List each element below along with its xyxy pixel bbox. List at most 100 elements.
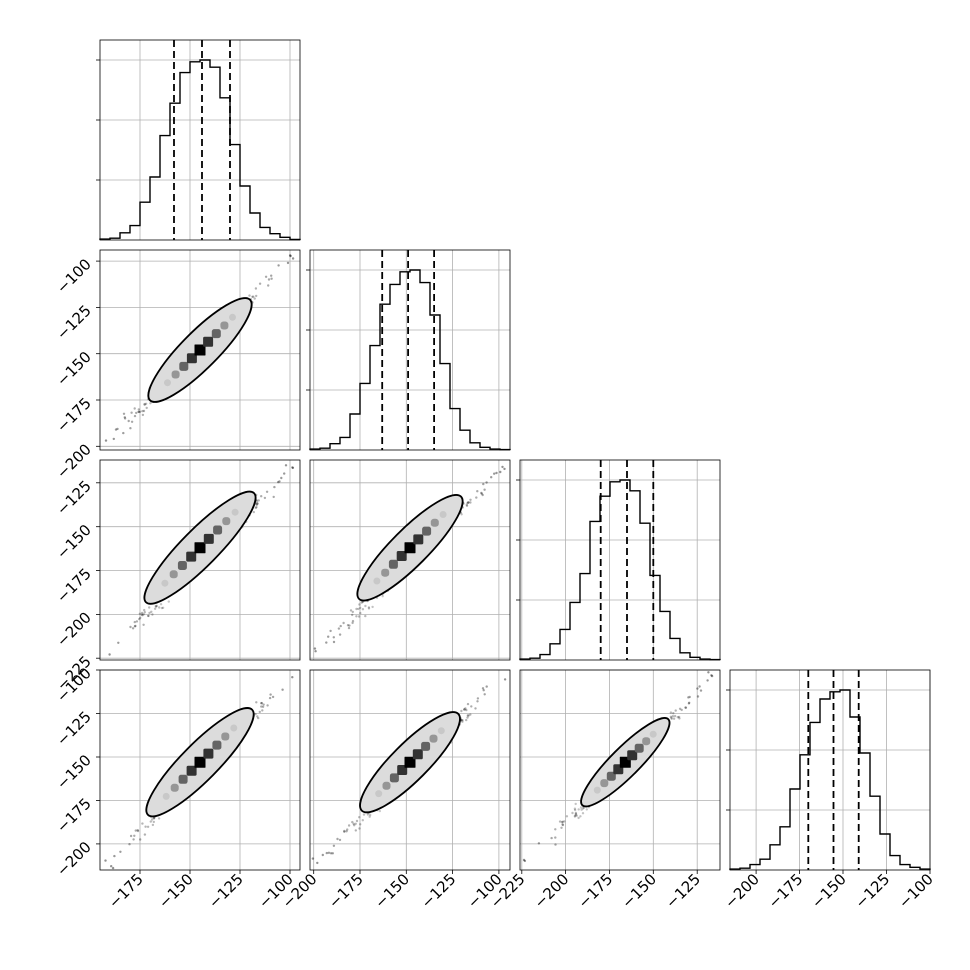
sample-point (672, 712, 675, 715)
sample-point (252, 510, 255, 514)
sample-point (267, 278, 271, 281)
sample-point (119, 850, 122, 853)
sample-point (141, 614, 144, 617)
sample-point (480, 492, 483, 495)
sample-point (114, 428, 118, 431)
sample-point (366, 813, 370, 816)
sample-point (574, 802, 577, 806)
sample-point (537, 842, 541, 845)
sample-point (129, 427, 132, 430)
sample-point (144, 825, 147, 828)
sample-point (465, 718, 468, 722)
sample-point (145, 406, 148, 410)
sample-point (167, 600, 170, 603)
density-cell (162, 792, 170, 800)
sample-point (337, 627, 341, 630)
density-cell (203, 748, 214, 759)
sample-point (286, 261, 290, 265)
sample-point (467, 714, 470, 717)
sample-point (699, 689, 703, 692)
sample-point (367, 606, 371, 609)
sample-point (474, 707, 477, 710)
sample-point (141, 822, 144, 825)
x-tick-label-2-3: −150 (618, 870, 660, 912)
density-cell (222, 517, 231, 526)
sample-point (325, 851, 328, 855)
sample-point (149, 820, 152, 823)
sample-point (579, 815, 582, 818)
sample-point (582, 806, 585, 810)
y-tick-label-3-0: −200 (53, 838, 95, 880)
sample-point (152, 816, 155, 820)
sample-point (134, 624, 137, 628)
sample-point (359, 823, 362, 826)
sample-point (573, 808, 577, 812)
sample-point (467, 501, 470, 504)
sample-point (671, 715, 675, 718)
sample-point (277, 480, 280, 484)
density-cell (169, 570, 178, 579)
sample-point (133, 414, 137, 418)
sample-point (271, 695, 275, 699)
x-tick-label-2-2: −175 (574, 870, 616, 912)
x-tick-label-3-4: −100 (895, 870, 937, 912)
sample-point (523, 859, 527, 863)
sample-point (710, 674, 713, 677)
sample-point (561, 823, 565, 827)
sample-point (132, 838, 135, 841)
sample-point (476, 490, 479, 493)
density-cell (634, 743, 644, 753)
density-cell (404, 542, 416, 554)
x-tick-label-1-3: −125 (418, 870, 460, 912)
sample-point (577, 808, 580, 811)
y-tick-label-1-4: −100 (53, 255, 95, 297)
sample-point (574, 813, 578, 816)
sample-point (358, 827, 361, 830)
sample-point (677, 715, 681, 719)
sample-point (554, 843, 557, 846)
sample-point (581, 807, 585, 810)
sample-point (327, 635, 330, 638)
sample-point (142, 409, 146, 413)
sample-point (111, 866, 115, 870)
panel-frame-diag-2 (519, 459, 721, 661)
sample-point (493, 472, 496, 475)
density-cell (220, 321, 229, 330)
sample-point (134, 829, 137, 832)
sample-point (369, 813, 372, 817)
density-cell (164, 379, 171, 387)
density-cell (231, 508, 239, 516)
density-cell (212, 740, 222, 750)
sample-point (351, 621, 354, 625)
y-tick-label-2-1: −200 (53, 609, 95, 651)
sample-point (476, 697, 480, 700)
sample-point (280, 476, 283, 480)
sample-point (351, 613, 354, 617)
sample-point (267, 284, 270, 287)
x-tick-label-0-2: −125 (205, 870, 247, 912)
sample-point (135, 620, 139, 623)
sample-point (460, 709, 463, 713)
sample-point (688, 695, 691, 699)
density-cell (186, 765, 197, 776)
sample-point (141, 409, 144, 413)
sample-point (260, 705, 263, 708)
sample-point (255, 503, 258, 507)
y-tick-label-2-3: −150 (53, 521, 95, 563)
sample-point (144, 402, 148, 405)
sample-point (253, 297, 256, 300)
sample-point (154, 604, 158, 608)
sample-point (460, 513, 463, 516)
sample-point (554, 828, 557, 831)
sample-point (349, 609, 353, 612)
sample-point (368, 815, 371, 818)
sample-point (314, 650, 317, 653)
sample-point (351, 820, 354, 824)
panel-frame-0-3 (99, 669, 301, 871)
sample-point (371, 605, 374, 609)
sample-point (362, 813, 366, 816)
sample-point (336, 837, 339, 841)
sample-point (358, 603, 361, 606)
x-tick-label-0-0: −175 (105, 870, 147, 912)
sample-point (684, 706, 687, 709)
